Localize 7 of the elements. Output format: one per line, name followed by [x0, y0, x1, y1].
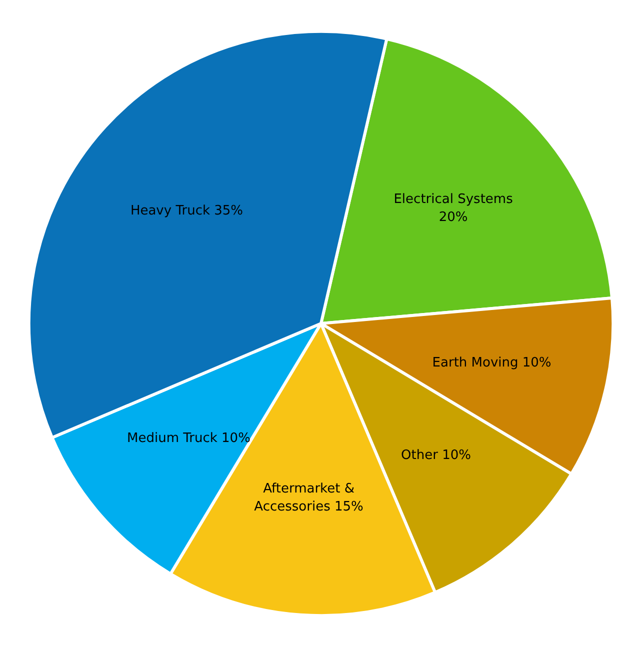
slice-label: Heavy Truck 35% [130, 203, 244, 218]
data-label: 20% [438, 210, 468, 226]
slice-label: Medium Truck 10% [127, 430, 250, 446]
slice-label: Aftermarket & Accessories 15% [254, 482, 364, 515]
slice-label: Earth Moving 10% [432, 355, 552, 370]
slice-label: Other 10% [401, 448, 471, 464]
slice-label: Electrical Systems [394, 192, 514, 208]
